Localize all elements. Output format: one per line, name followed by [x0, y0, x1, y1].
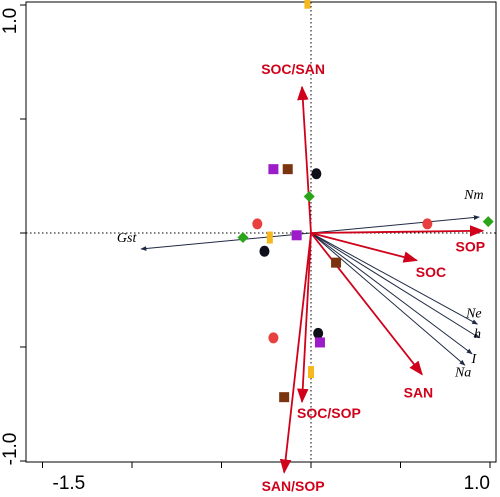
genetic-label-i: I [471, 352, 478, 367]
genetic-vector-gst [140, 232, 312, 251]
soil-vector-soc-sop [296, 232, 312, 404]
circle-point-black-circle [313, 327, 324, 339]
soil-vector-san [310, 232, 423, 376]
square-point-brown-square [282, 164, 293, 175]
plot-frame [25, 1, 497, 463]
square-point-purple-square [314, 337, 325, 348]
zero-lines [26, 2, 496, 462]
bar-point-yellow-bar [308, 366, 314, 379]
bar-point-yellow-bar [266, 231, 273, 244]
diamond-point-green-diamond [303, 191, 315, 203]
circle-point-black-circle [259, 245, 270, 257]
circle-point-red-circle [252, 218, 263, 230]
soil-vector-sop [310, 225, 485, 237]
diamond-point-green-diamond [482, 216, 494, 228]
bar-point-yellow-bar [304, 0, 311, 9]
circle-point-black-circle [311, 168, 322, 180]
circle-point-red-circle [268, 332, 279, 344]
sample-points [237, 0, 494, 403]
genetic-vector-na [310, 232, 466, 366]
square-point-purple-square [268, 164, 279, 175]
genetic-vector-i [310, 232, 473, 355]
soil-label-soc-sop: SOC/SOP [297, 405, 361, 421]
soil-label-sop: SOP [456, 239, 486, 255]
genetic-vector-nm [310, 215, 480, 234]
x-tick-label: 1.0 [464, 473, 490, 494]
soil-label-san-sop: SAN/SOP [262, 478, 325, 494]
genetic-vector-ne [310, 232, 478, 325]
soil-vector-soc-san [297, 85, 312, 234]
vectors [140, 85, 485, 474]
circle-point-red-circle [422, 218, 433, 230]
soil-label-soc: SOC [416, 264, 446, 280]
diamond-point-green-diamond [237, 232, 249, 244]
genetic-label-na: Na [454, 366, 471, 381]
genetic-label-h: h [474, 327, 481, 342]
square-point-brown-square [331, 257, 342, 268]
square-point-brown-square [279, 392, 290, 403]
genetic-label-ne: Ne [465, 306, 482, 321]
genetic-vector-h [310, 232, 480, 339]
soil-label-san: SAN [404, 385, 434, 401]
soil-vector-soc [310, 232, 419, 263]
soil-vector-san-sop [279, 232, 312, 474]
square-point-purple-square [291, 230, 302, 241]
soil-label-soc-san: SOC/SAN [261, 61, 325, 77]
y-tick-label: -1.0 [0, 433, 21, 466]
genetic-label-nm: Nm [463, 188, 483, 203]
x-tick-label: -1.5 [53, 473, 86, 494]
genetic-label-gst: Gst [117, 231, 138, 246]
axis-ticks: -1.5 1.0 1.0 -1.0 [0, 4, 491, 494]
y-tick-label: 1.0 [0, 8, 21, 34]
